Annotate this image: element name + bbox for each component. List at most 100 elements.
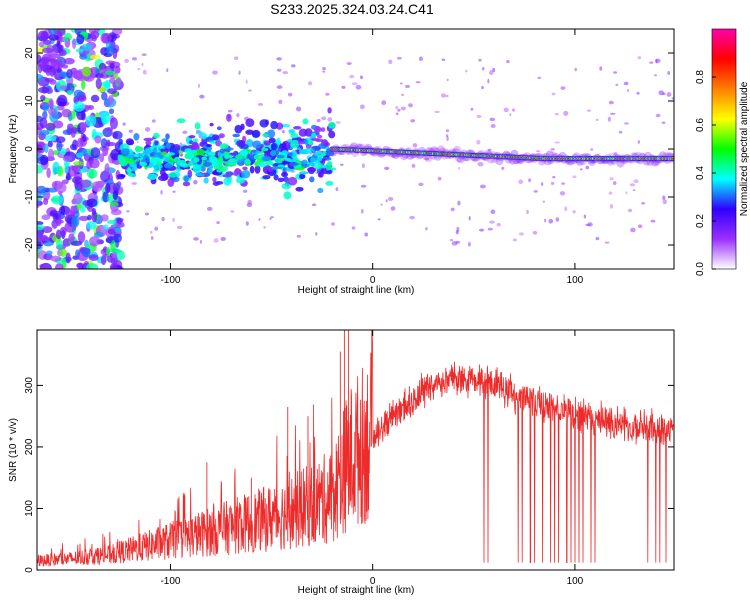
spectrogram-blob <box>270 142 278 151</box>
spectrogram-blob <box>199 94 205 99</box>
spectrogram-blob <box>586 109 592 112</box>
spectrogram-blob <box>125 138 134 146</box>
spectrogram-blob <box>624 122 629 125</box>
spectrogram-blob <box>195 173 205 177</box>
spectrogram-blob <box>102 117 107 126</box>
spectrogram-blob <box>355 84 362 90</box>
spectrogram-blob <box>307 166 315 175</box>
spectrogram-blob <box>219 143 229 149</box>
spectrogram-blob <box>550 181 555 185</box>
spectrogram-blob <box>321 116 327 121</box>
spectrogram-blob <box>107 94 114 105</box>
spectrogram-blob <box>200 132 208 140</box>
spectrogram-blob <box>262 174 271 180</box>
spectrogram-blob <box>104 79 111 92</box>
spectrogram-blob <box>199 239 202 244</box>
spectrogram-blob <box>655 113 661 118</box>
spectrogram-blob <box>609 112 616 115</box>
spectrogram-blob <box>298 141 306 145</box>
colorbar-axes: 0.0 0.2 0.4 0.6 0.8 <box>695 70 716 276</box>
spectrogram-blob <box>112 131 118 139</box>
spectrogram-blob <box>64 162 69 174</box>
spectrogram-blob <box>248 89 252 92</box>
spectrogram-blob <box>46 187 59 193</box>
spectrogram-blob <box>104 141 116 147</box>
snr-axes: -100 0 100 0 100 200 300 <box>24 330 674 587</box>
spectrogram-ytick-label: 0 <box>24 146 35 152</box>
spectrogram-blob <box>84 239 89 248</box>
spectrogram-blob <box>311 132 317 137</box>
spectrogram-blob <box>156 145 164 149</box>
spectrogram-blob <box>190 149 198 154</box>
spectrogram-blob <box>147 173 158 181</box>
spectrogram-blob <box>503 107 509 113</box>
spectrogram-blob <box>282 71 289 75</box>
spectrogram-blob <box>560 86 566 90</box>
spectrogram-blob <box>518 179 524 185</box>
spectrogram-blob <box>49 79 57 85</box>
spectrogram-blob <box>65 210 75 218</box>
spectrogram-blob <box>105 127 114 132</box>
figure-title: S233.2025.324.03.24.C41 <box>270 1 434 17</box>
spectrogram-blob <box>328 130 336 139</box>
spectrogram-blob <box>281 150 289 156</box>
spectrogram-blob <box>314 160 321 170</box>
spectrogram-blob <box>109 77 116 84</box>
spectrogram-blob <box>209 156 218 164</box>
spectrogram-blob <box>242 166 248 171</box>
spectrogram-blob <box>72 139 78 151</box>
spectrogram-blob <box>655 59 658 64</box>
spectrogram-blob <box>66 68 73 79</box>
spectrogram-blob <box>418 56 423 62</box>
spectrogram-blob <box>80 179 92 189</box>
spectrogram-blob <box>215 180 224 185</box>
spectrogram-blob <box>395 106 399 110</box>
spectrogram-blob <box>116 217 122 225</box>
spectrogram-blob <box>82 133 87 143</box>
spectrogram-blob <box>245 129 254 135</box>
spectrogram-blob <box>326 161 333 166</box>
spectrogram-blob <box>251 129 261 138</box>
spectrogram-blob <box>193 157 200 163</box>
spectrogram-blob <box>41 226 53 234</box>
spectrogram-blob <box>165 142 171 150</box>
spectrogram-blob <box>124 58 129 63</box>
spectrogram-blob <box>228 158 237 163</box>
spectrogram-blob <box>66 90 73 96</box>
spectrogram-blob <box>200 165 206 172</box>
spectrogram-blob <box>310 148 315 153</box>
spectrogram-blob <box>182 130 188 134</box>
spectrogram-blob <box>305 143 312 150</box>
spectrogram-blob <box>325 180 334 186</box>
spectrogram-blob <box>166 68 169 73</box>
spectrogram-blob <box>141 53 147 57</box>
spectrogram-blob <box>84 105 92 110</box>
spectrogram-blob <box>94 135 102 144</box>
snr-ytick-label: 300 <box>24 377 35 394</box>
spectrogram-blob <box>55 182 67 194</box>
spectrogram-blob <box>335 121 341 124</box>
spectrogram-blob <box>339 163 344 166</box>
spectrogram-blob <box>187 169 193 179</box>
spectrogram-blob <box>120 159 126 165</box>
spectrogram-blob <box>65 252 71 264</box>
spectrogram-blob <box>44 134 57 142</box>
spectrogram-blob <box>37 73 44 82</box>
spectrogram-blob <box>380 203 383 206</box>
spectrogram-blob <box>100 138 108 149</box>
spectrogram-blob <box>453 145 462 154</box>
spectrogram-blob <box>276 57 282 61</box>
spectrogram-blob <box>325 150 335 157</box>
colorbar-tick-label: 0.6 <box>695 118 706 132</box>
spectrogram-blob <box>139 161 148 167</box>
spectrogram-blob <box>74 181 83 191</box>
spectrogram-blob <box>126 168 132 173</box>
spectrogram-blob <box>218 133 225 139</box>
spectrogram-blob <box>57 94 68 107</box>
spectrogram-blob <box>607 116 611 122</box>
snr-ytick-label: 200 <box>24 438 35 455</box>
spectrogram-blob <box>48 107 57 116</box>
spectrogram-blob <box>41 214 51 221</box>
spectrogram-blob <box>290 133 299 139</box>
